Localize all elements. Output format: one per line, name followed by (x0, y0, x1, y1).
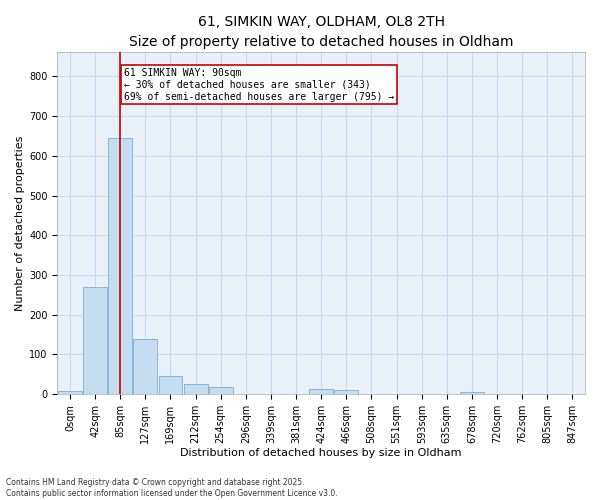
Bar (58, 392, 82, 394)
X-axis label: Distribution of detached houses by size in Oldham: Distribution of detached houses by size … (181, 448, 462, 458)
Bar (209, 388, 233, 394)
Bar (133, 338, 157, 394)
Bar (158, 376, 182, 394)
Bar (184, 384, 208, 394)
Text: Contains HM Land Registry data © Crown copyright and database right 2025.
Contai: Contains HM Land Registry data © Crown c… (6, 478, 338, 498)
Text: 61 SIMKIN WAY: 90sqm
← 30% of detached houses are smaller (343)
69% of semi-deta: 61 SIMKIN WAY: 90sqm ← 30% of detached h… (124, 68, 394, 102)
Bar (83, 287, 107, 394)
Bar (108, 138, 132, 394)
Bar (460, 392, 484, 394)
Title: 61, SIMKIN WAY, OLDHAM, OL8 2TH
Size of property relative to detached houses in : 61, SIMKIN WAY, OLDHAM, OL8 2TH Size of … (129, 15, 514, 48)
Y-axis label: Number of detached properties: Number of detached properties (15, 136, 25, 311)
Bar (309, 389, 333, 394)
Bar (334, 390, 358, 394)
